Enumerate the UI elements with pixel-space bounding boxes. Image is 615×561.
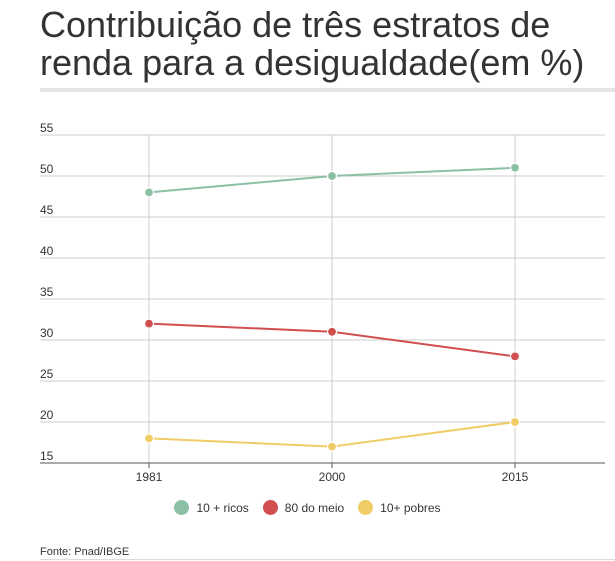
legend-swatch-pobres: [358, 500, 374, 515]
x-tick-label-2015: 2015: [502, 470, 529, 484]
y-tick-label-45: 45: [40, 203, 54, 217]
point-0-2015: [509, 162, 521, 173]
y-tick-label-20: 20: [40, 408, 54, 422]
title-divider: [40, 88, 615, 92]
y-tick-label-35: 35: [40, 285, 54, 299]
legend-item-pobres[interactable]: 10+ pobres: [358, 500, 441, 515]
point-1-2015: [509, 351, 521, 362]
legend-label-pobres: 10+ pobres: [380, 500, 441, 515]
y-tick-label-40: 40: [40, 244, 54, 258]
bottom-divider: [40, 559, 615, 560]
x-tick-label-2000: 2000: [319, 470, 346, 484]
legend-label-meio: 80 do meio: [284, 500, 345, 515]
legend: 10 + ricos 80 do meio 10+ pobres: [0, 500, 615, 515]
legend-item-meio[interactable]: 80 do meio: [262, 500, 345, 515]
legend-swatch-ricos: [174, 500, 190, 515]
point-2-1981: [143, 433, 155, 444]
legend-swatch-meio: [262, 500, 278, 515]
legend-label-ricos: 10 + ricos: [196, 500, 249, 515]
y-tick-label-55: 55: [40, 121, 54, 135]
series-lines: [143, 162, 521, 452]
source-note: Fonte: Pnad/IBGE: [40, 546, 130, 558]
point-0-2000: [326, 170, 338, 182]
y-tick-label-50: 50: [40, 162, 54, 176]
y-tick-label-30: 30: [40, 326, 54, 340]
chart-title: Contribuição de três estratos de renda p…: [40, 4, 585, 83]
y-tick-labels: 55 50 45 40 35 30 25 20 15: [40, 121, 54, 463]
point-1-1981: [143, 318, 155, 329]
x-axis: 1981 2000 2015: [40, 462, 605, 484]
point-1-2000: [326, 326, 338, 337]
point-0-1981: [143, 187, 155, 198]
legend-item-ricos[interactable]: 10 + ricos: [174, 500, 249, 515]
y-tick-label-15: 15: [40, 449, 54, 463]
point-2-2015: [509, 416, 521, 428]
point-2-2000: [326, 441, 338, 452]
gridlines: [40, 134, 605, 463]
x-tick-label-1981: 1981: [136, 470, 163, 484]
y-tick-label-25: 25: [40, 367, 54, 381]
